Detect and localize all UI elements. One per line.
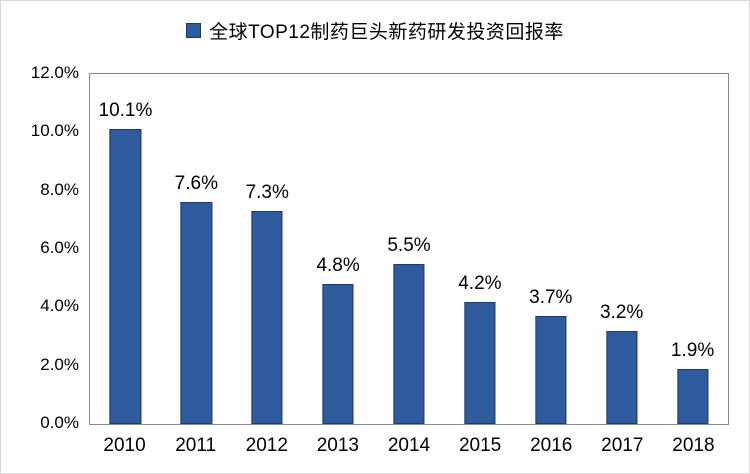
legend-label: 全球TOP12制药巨头新药研发投资回报率 bbox=[209, 22, 564, 43]
bar-2017 bbox=[606, 330, 638, 424]
bar-column-2010: 10.1% bbox=[90, 74, 161, 424]
bar-value-label-2018: 1.9% bbox=[670, 339, 715, 361]
bar-2011 bbox=[180, 202, 212, 424]
x-tick-label-2011: 2011 bbox=[175, 435, 217, 456]
bar-column-2018: 1.9% bbox=[657, 74, 728, 424]
bar-value-label-2012: 7.3% bbox=[245, 182, 289, 204]
x-tick-label-2012: 2012 bbox=[245, 435, 288, 456]
y-tick-label-4.0%: 4.0% bbox=[40, 296, 79, 316]
bar-column-2015: 4.2% bbox=[444, 74, 515, 424]
bar-2015 bbox=[464, 301, 496, 424]
x-tick-label-2014: 2014 bbox=[387, 435, 431, 456]
y-tick-label-10.0%: 10.0% bbox=[30, 121, 79, 141]
bar-value-label-2011: 7.6% bbox=[174, 173, 218, 195]
x-tick-label-2017: 2017 bbox=[601, 435, 644, 456]
y-tick-label-2.0%: 2.0% bbox=[40, 354, 79, 374]
y-tick-label-12.0%: 12.0% bbox=[30, 63, 79, 82]
legend-swatch-icon bbox=[186, 23, 202, 38]
x-tick-label-2018: 2018 bbox=[672, 435, 715, 456]
y-tick-label-0.0%: 0.0% bbox=[40, 413, 79, 432]
x-tick-label-2010: 2010 bbox=[103, 435, 146, 456]
bar-column-2011: 7.6% bbox=[161, 74, 232, 424]
bar-column-2016: 3.7% bbox=[515, 74, 586, 424]
bar-column-2017: 3.2% bbox=[586, 74, 657, 424]
bar-2018 bbox=[676, 368, 709, 424]
bar-value-label-2010: 10.1% bbox=[98, 100, 153, 122]
bar-column-2013: 4.8% bbox=[303, 74, 374, 424]
chart-legend: 全球TOP12制药巨头新药研发投资回报率 bbox=[1, 17, 749, 44]
bar-2014 bbox=[393, 263, 425, 424]
bar-column-2012: 7.3% bbox=[232, 74, 303, 424]
bar-2013 bbox=[322, 284, 354, 424]
plot-area: 10.1% 7.6% 7.3% 4.8% 5.5% 4.2% 3.7% 3.2% 1.9% bbox=[89, 73, 729, 425]
x-tick-label-2013: 2013 bbox=[316, 435, 360, 456]
y-tick-label-6.0%: 6.0% bbox=[40, 238, 79, 257]
bar-value-label-2016: 3.7% bbox=[529, 287, 573, 309]
bar-value-label-2014: 5.5% bbox=[387, 234, 431, 256]
y-tick-label-8.0%: 8.0% bbox=[40, 179, 79, 199]
bar-value-label-2017: 3.2% bbox=[600, 301, 644, 323]
x-tick-label-2015: 2015 bbox=[458, 435, 502, 456]
bar-2010 bbox=[109, 129, 142, 424]
bar-value-label-2015: 4.2% bbox=[458, 272, 502, 294]
bars-container: 10.1% 7.6% 7.3% 4.8% 5.5% 4.2% 3.7% 3.2% 1.9% bbox=[90, 74, 728, 424]
bar-2012 bbox=[251, 211, 283, 424]
bar-column-2014: 5.5% bbox=[374, 74, 445, 424]
bar-value-label-2013: 4.8% bbox=[316, 255, 360, 276]
x-tick-label-2016: 2016 bbox=[530, 435, 573, 456]
x-axis: 2010 2011 2012 2013 2014 2015 2016 2017 2018 bbox=[89, 435, 729, 457]
bar-2016 bbox=[535, 316, 567, 424]
